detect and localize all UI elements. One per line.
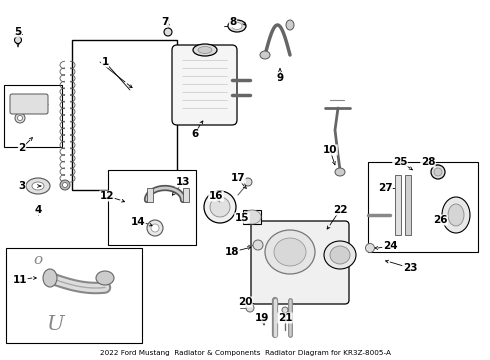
Text: 2: 2	[19, 143, 25, 153]
Bar	[405, 175, 411, 235]
Ellipse shape	[193, 44, 217, 56]
Text: 14: 14	[131, 217, 146, 227]
Text: 24: 24	[383, 241, 397, 251]
Ellipse shape	[335, 168, 345, 176]
Ellipse shape	[448, 204, 464, 226]
Text: 4: 4	[34, 205, 42, 215]
Circle shape	[63, 183, 68, 188]
Text: 9: 9	[276, 73, 284, 83]
Text: 7: 7	[161, 17, 169, 27]
Circle shape	[60, 180, 70, 190]
Ellipse shape	[243, 210, 261, 224]
Circle shape	[282, 307, 288, 313]
Circle shape	[15, 36, 22, 44]
Text: 13: 13	[176, 177, 190, 187]
Bar	[368, 162, 478, 252]
Text: 3: 3	[19, 181, 25, 191]
Ellipse shape	[96, 271, 114, 285]
Ellipse shape	[265, 230, 315, 274]
Circle shape	[366, 243, 374, 252]
Text: 23: 23	[403, 263, 417, 273]
Ellipse shape	[232, 22, 242, 30]
Bar	[72, 40, 177, 190]
Ellipse shape	[43, 269, 57, 287]
Text: 12: 12	[100, 191, 114, 201]
Circle shape	[244, 178, 252, 186]
Text: 18: 18	[225, 247, 239, 257]
Ellipse shape	[274, 238, 306, 266]
Bar	[4, 85, 62, 147]
Bar	[108, 170, 196, 245]
Circle shape	[260, 317, 266, 323]
Text: 19: 19	[255, 313, 269, 323]
Ellipse shape	[442, 197, 470, 233]
Text: 27: 27	[378, 183, 392, 193]
Text: 25: 25	[393, 157, 407, 167]
Text: 8: 8	[229, 17, 237, 27]
Circle shape	[246, 304, 254, 312]
Circle shape	[15, 113, 25, 123]
Text: 10: 10	[323, 145, 337, 155]
FancyBboxPatch shape	[172, 45, 237, 125]
Text: U: U	[46, 315, 64, 334]
Text: 17: 17	[231, 173, 245, 183]
Circle shape	[164, 28, 172, 36]
Circle shape	[253, 240, 263, 250]
Circle shape	[18, 116, 23, 121]
Bar	[395, 175, 401, 235]
Text: 21: 21	[278, 313, 292, 323]
FancyBboxPatch shape	[251, 221, 349, 304]
Text: o: o	[33, 253, 43, 267]
Ellipse shape	[228, 20, 246, 32]
Ellipse shape	[286, 20, 294, 30]
Text: 16: 16	[209, 191, 223, 201]
Bar	[147, 188, 153, 202]
Bar	[183, 188, 189, 202]
Ellipse shape	[210, 197, 230, 217]
FancyBboxPatch shape	[10, 94, 48, 114]
Text: 22: 22	[333, 205, 347, 215]
Circle shape	[434, 168, 442, 176]
Bar	[6, 248, 142, 343]
Circle shape	[147, 220, 163, 236]
Text: 11: 11	[13, 275, 27, 285]
Ellipse shape	[26, 178, 50, 194]
Text: 2022 Ford Mustang  Radiator & Components  Radiator Diagram for KR3Z-8005-A: 2022 Ford Mustang Radiator & Components …	[99, 350, 391, 356]
Text: 20: 20	[238, 297, 252, 307]
Text: 6: 6	[192, 129, 198, 139]
Ellipse shape	[198, 46, 212, 54]
Text: 28: 28	[421, 157, 435, 167]
Ellipse shape	[32, 182, 44, 190]
Text: 1: 1	[101, 57, 109, 67]
Ellipse shape	[260, 51, 270, 59]
Ellipse shape	[324, 241, 356, 269]
Text: 5: 5	[14, 27, 22, 37]
Bar	[243, 210, 261, 224]
Text: 26: 26	[433, 215, 447, 225]
Text: 15: 15	[235, 213, 249, 223]
Circle shape	[151, 224, 159, 232]
Circle shape	[431, 165, 445, 179]
Ellipse shape	[330, 246, 350, 264]
Ellipse shape	[204, 191, 236, 223]
